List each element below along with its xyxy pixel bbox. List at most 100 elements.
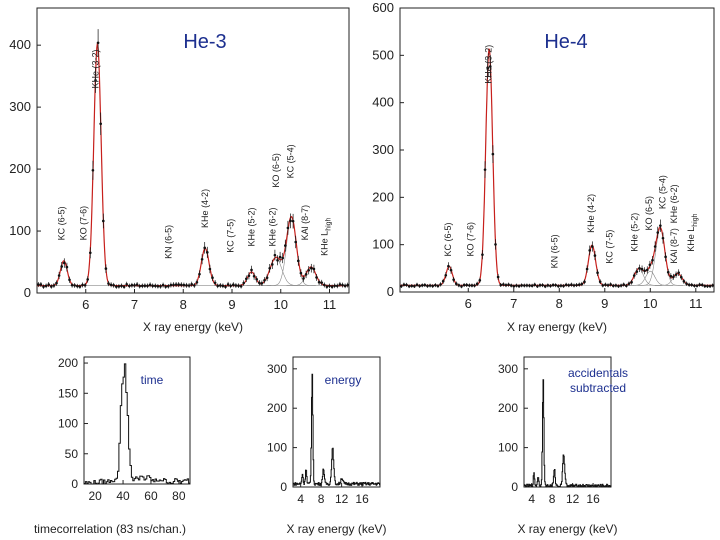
data-point xyxy=(685,282,688,285)
data-point xyxy=(154,284,157,288)
x-tick-label: 80 xyxy=(172,489,186,503)
data-point xyxy=(304,273,308,276)
data-point xyxy=(333,284,337,288)
data-point xyxy=(538,283,542,287)
data-point xyxy=(622,283,626,286)
data-point xyxy=(198,272,201,276)
peak-label: KN (6-5) xyxy=(164,225,174,259)
chart-title: He-3 xyxy=(183,31,226,53)
data-point xyxy=(143,284,147,288)
data-point xyxy=(410,284,414,288)
y-tick-label: 200 xyxy=(9,161,31,176)
data-point xyxy=(682,280,686,283)
data-point xyxy=(562,284,565,288)
data-point xyxy=(478,279,482,282)
data-point xyxy=(81,283,84,287)
data-point xyxy=(520,284,523,287)
peak-label: KC (6-5) xyxy=(443,222,453,256)
data-point xyxy=(666,270,670,274)
data-point xyxy=(44,284,48,288)
data-point xyxy=(55,281,58,285)
data-point xyxy=(102,219,105,223)
data-point xyxy=(315,276,318,279)
data-point xyxy=(91,168,95,172)
x-axis-label: X ray energy (keV) xyxy=(143,320,243,334)
data-point xyxy=(407,285,411,288)
data-point xyxy=(481,253,484,256)
data-point xyxy=(148,283,152,287)
data-point xyxy=(570,283,573,286)
data-point xyxy=(619,284,623,287)
data-point xyxy=(444,273,448,277)
data-point xyxy=(83,283,87,287)
data-point xyxy=(483,168,487,171)
data-point xyxy=(180,283,183,287)
data-point xyxy=(50,285,53,288)
peak-label: KO (7-6) xyxy=(466,222,476,257)
data-point xyxy=(343,284,347,288)
data-point xyxy=(672,275,675,279)
data-point xyxy=(656,231,660,234)
data-point xyxy=(402,283,406,286)
data-point xyxy=(278,255,282,259)
data-point xyxy=(617,284,620,288)
data-point xyxy=(63,261,66,265)
data-point xyxy=(423,283,427,287)
data-point xyxy=(86,278,89,281)
data-point xyxy=(109,283,113,287)
data-point xyxy=(107,282,110,285)
data-point xyxy=(611,284,615,288)
data-point xyxy=(260,281,264,285)
data-point xyxy=(439,283,442,286)
data-point xyxy=(182,283,186,287)
data-point xyxy=(441,279,445,283)
x-tick-label: 40 xyxy=(116,489,130,503)
data-point xyxy=(138,284,141,288)
data-point xyxy=(434,283,437,287)
y-tick-label: 0 xyxy=(71,477,78,491)
peak-label: KC (5-4) xyxy=(286,144,296,178)
peak-label: KN (6-5) xyxy=(550,234,560,268)
peak-label: KHe (3-2) xyxy=(91,50,101,89)
data-point xyxy=(219,284,222,287)
data-point xyxy=(536,284,539,288)
y-tick-label: 200 xyxy=(58,356,78,370)
data-point xyxy=(507,283,510,286)
y-tick-label: 100 xyxy=(498,441,518,455)
data-point xyxy=(125,282,128,286)
data-point xyxy=(325,285,329,288)
data-point xyxy=(60,265,63,268)
data-point xyxy=(185,284,188,287)
data-point xyxy=(551,283,555,287)
data-point xyxy=(255,277,258,281)
data-point xyxy=(638,267,641,270)
data-point xyxy=(491,152,495,156)
data-point xyxy=(156,285,160,288)
peak-label: KHe (6-2) xyxy=(267,208,277,247)
y-tick-label: 400 xyxy=(9,37,31,52)
y-tick-label: 50 xyxy=(65,447,79,461)
data-point xyxy=(200,257,204,261)
peak-label: KHe (4-2) xyxy=(200,189,210,228)
data-point xyxy=(338,283,342,286)
y-tick-label: 0 xyxy=(24,285,31,300)
data-point xyxy=(252,274,256,278)
data-point xyxy=(242,281,245,285)
y-tick-label: 100 xyxy=(58,417,78,431)
data-point xyxy=(575,283,578,287)
peak-label: KC (5-4) xyxy=(658,175,668,209)
data-point xyxy=(486,66,489,70)
data-point xyxy=(263,278,266,282)
data-point xyxy=(630,280,633,284)
x-tick-label: 9 xyxy=(228,297,235,312)
data-point xyxy=(130,283,134,287)
peak-label: KC (7-5) xyxy=(604,230,614,264)
x-tick-label: 8 xyxy=(318,492,325,506)
data-point xyxy=(73,284,76,287)
component-curve xyxy=(246,257,305,286)
y-tick-label: 0 xyxy=(511,480,518,494)
peak-label: KHe (3-2) xyxy=(484,45,494,84)
data-point xyxy=(462,283,466,287)
data-point xyxy=(221,284,225,288)
data-point xyxy=(585,267,589,271)
